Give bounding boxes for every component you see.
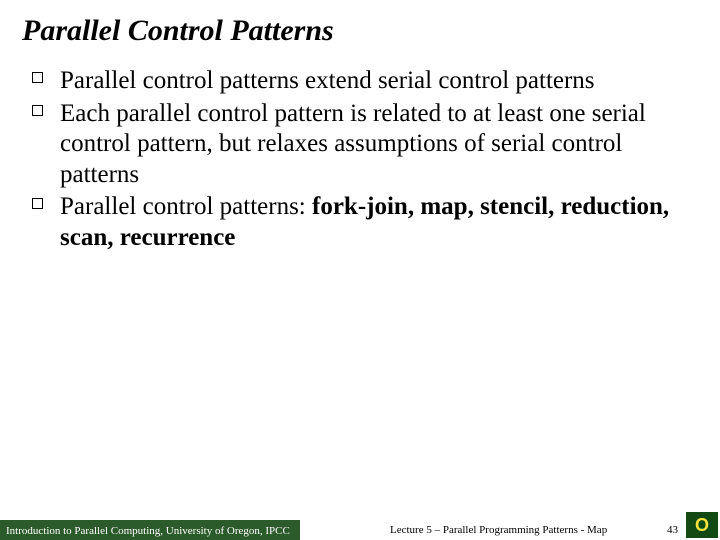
- slide-title: Parallel Control Patterns: [0, 0, 720, 48]
- bullet-item: Parallel control patterns extend serial …: [60, 66, 686, 97]
- square-bullet-icon: [32, 72, 43, 83]
- slide: Parallel Control Patterns Parallel contr…: [0, 0, 720, 540]
- bullet-text-prefix: Parallel control patterns:: [60, 193, 312, 220]
- slide-body: Parallel control patterns extend serial …: [0, 48, 720, 255]
- bullet-text: Each parallel control pattern is related…: [60, 100, 646, 188]
- footer-left-text: Introduction to Parallel Computing, Univ…: [6, 525, 290, 537]
- footer-page-number: 43: [667, 524, 678, 536]
- square-bullet-icon: [32, 105, 43, 116]
- university-logo-icon: O: [686, 512, 718, 538]
- bullet-text: Parallel control patterns extend serial …: [60, 67, 595, 94]
- bullet-item: Parallel control patterns: fork-join, ma…: [60, 192, 686, 253]
- logo-letter: O: [695, 515, 709, 536]
- bullet-item: Each parallel control pattern is related…: [60, 99, 686, 191]
- footer-center-text: Lecture 5 – Parallel Programming Pattern…: [390, 524, 607, 536]
- square-bullet-icon: [32, 198, 43, 209]
- slide-footer: Introduction to Parallel Computing, Univ…: [0, 510, 720, 540]
